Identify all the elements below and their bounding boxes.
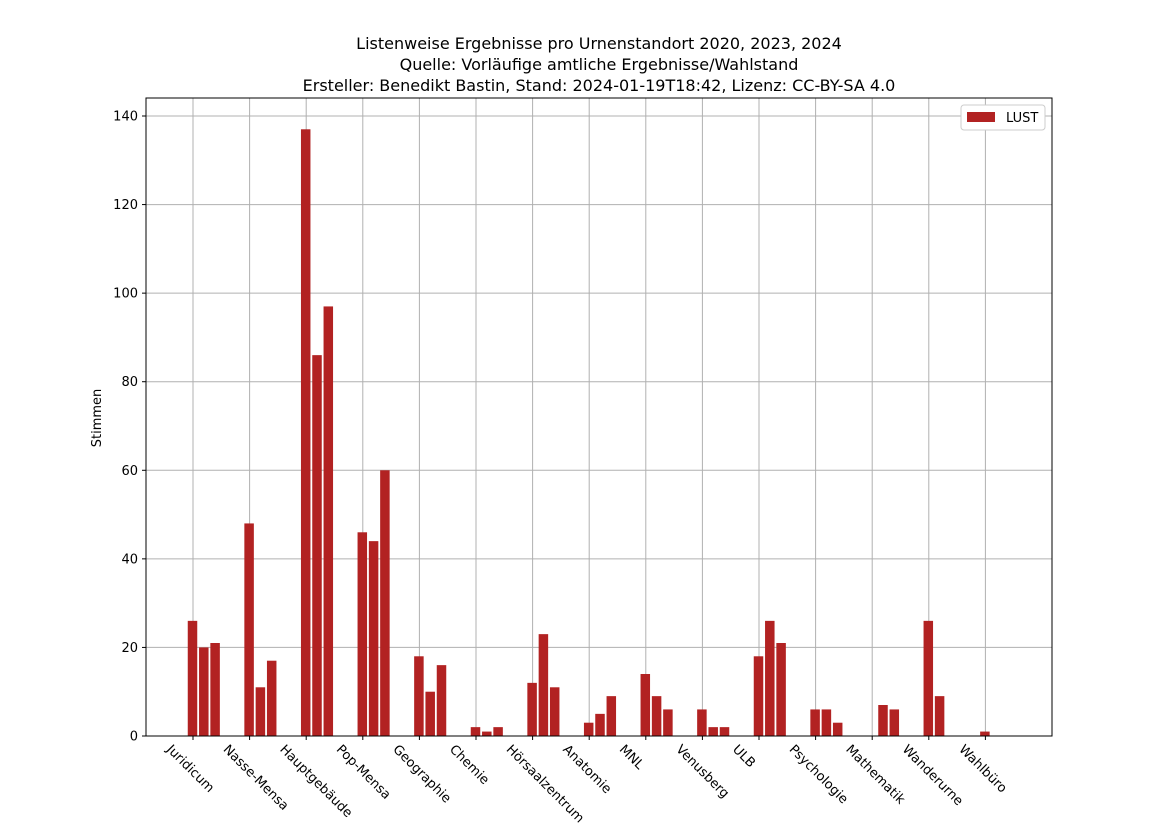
y-tick-label: 60 xyxy=(121,464,138,479)
bar xyxy=(765,620,775,736)
bar xyxy=(357,532,368,736)
bar xyxy=(708,727,718,736)
x-tick-label: Geographie xyxy=(390,742,454,806)
bar xyxy=(368,541,379,736)
x-tick-label: Anatomie xyxy=(559,742,614,797)
x-tick-label: Venusberg xyxy=(673,742,732,801)
bar xyxy=(199,647,209,736)
x-tick-label: Pop-Mensa xyxy=(333,742,393,802)
y-axis: 0 20 40 60 80 100 120 140 xyxy=(113,110,146,745)
legend-swatch-lust xyxy=(967,112,995,122)
legend: LUST xyxy=(960,104,1046,131)
bar xyxy=(889,709,900,736)
bar xyxy=(470,727,481,736)
bars xyxy=(187,129,990,737)
bar xyxy=(980,731,990,736)
y-tick-label: 80 xyxy=(121,375,138,390)
bar xyxy=(640,674,651,736)
bar xyxy=(583,722,594,736)
bar xyxy=(414,656,424,736)
legend-frame xyxy=(960,104,1046,131)
bar xyxy=(266,660,277,736)
chart-title-line-3: Ersteller: Benedikt Bastin, Stand: 2024-… xyxy=(303,76,896,95)
y-tick-label: 100 xyxy=(113,287,138,302)
bar xyxy=(425,691,435,736)
chart-title-line-2: Quelle: Vorläufige amtliche Ergebnisse/W… xyxy=(400,55,799,74)
bar xyxy=(651,696,662,736)
bar xyxy=(878,705,888,736)
bar xyxy=(595,713,605,736)
plot-frame xyxy=(145,97,1053,737)
bar xyxy=(493,727,503,736)
bar xyxy=(923,620,934,736)
y-tick-label: 0 xyxy=(130,730,138,745)
chart-title: Listenweise Ergebnisse pro Urnenstandort… xyxy=(303,34,896,95)
bar xyxy=(527,682,537,736)
bar xyxy=(380,470,390,736)
x-tick-label: Psychologie xyxy=(786,742,851,807)
bar xyxy=(323,306,334,736)
bar xyxy=(810,709,820,736)
y-tick-label: 140 xyxy=(113,110,138,125)
bar xyxy=(821,709,832,736)
x-tick-label: Chemie xyxy=(446,742,492,788)
bar xyxy=(697,709,707,736)
bar xyxy=(210,643,220,736)
bar xyxy=(187,620,198,736)
chart-title-line-1: Listenweise Ergebnisse pro Urnenstandort… xyxy=(356,34,842,53)
bar xyxy=(255,687,266,736)
bar xyxy=(244,523,254,736)
bar xyxy=(538,634,549,736)
bar xyxy=(606,696,617,736)
bar xyxy=(753,656,764,736)
x-tick-label: Wahlbüro xyxy=(956,742,1010,796)
bar xyxy=(300,129,311,737)
y-axis-label: Stimmen xyxy=(90,389,105,448)
grid xyxy=(146,98,1052,737)
bar xyxy=(719,727,730,736)
x-tick-label: MNL xyxy=(616,742,647,773)
x-tick-label: Juridicum xyxy=(162,742,216,796)
legend-label-lust: LUST xyxy=(1006,111,1038,126)
x-tick-label: ULB xyxy=(729,742,758,771)
bar xyxy=(482,731,492,736)
y-tick-label: 40 xyxy=(121,552,138,567)
bar xyxy=(663,709,673,736)
bar xyxy=(436,665,447,736)
bar xyxy=(549,687,560,736)
bar xyxy=(312,355,322,736)
y-tick-label: 20 xyxy=(121,641,138,656)
x-axis: Juridicum Nasse-MensaHauptgebäudePop-Mens… xyxy=(162,736,1010,826)
bar xyxy=(776,643,786,736)
y-tick-label: 120 xyxy=(113,198,138,213)
bar xyxy=(832,722,843,736)
bar xyxy=(934,696,945,736)
x-tick-label: Mathematik xyxy=(842,742,908,808)
